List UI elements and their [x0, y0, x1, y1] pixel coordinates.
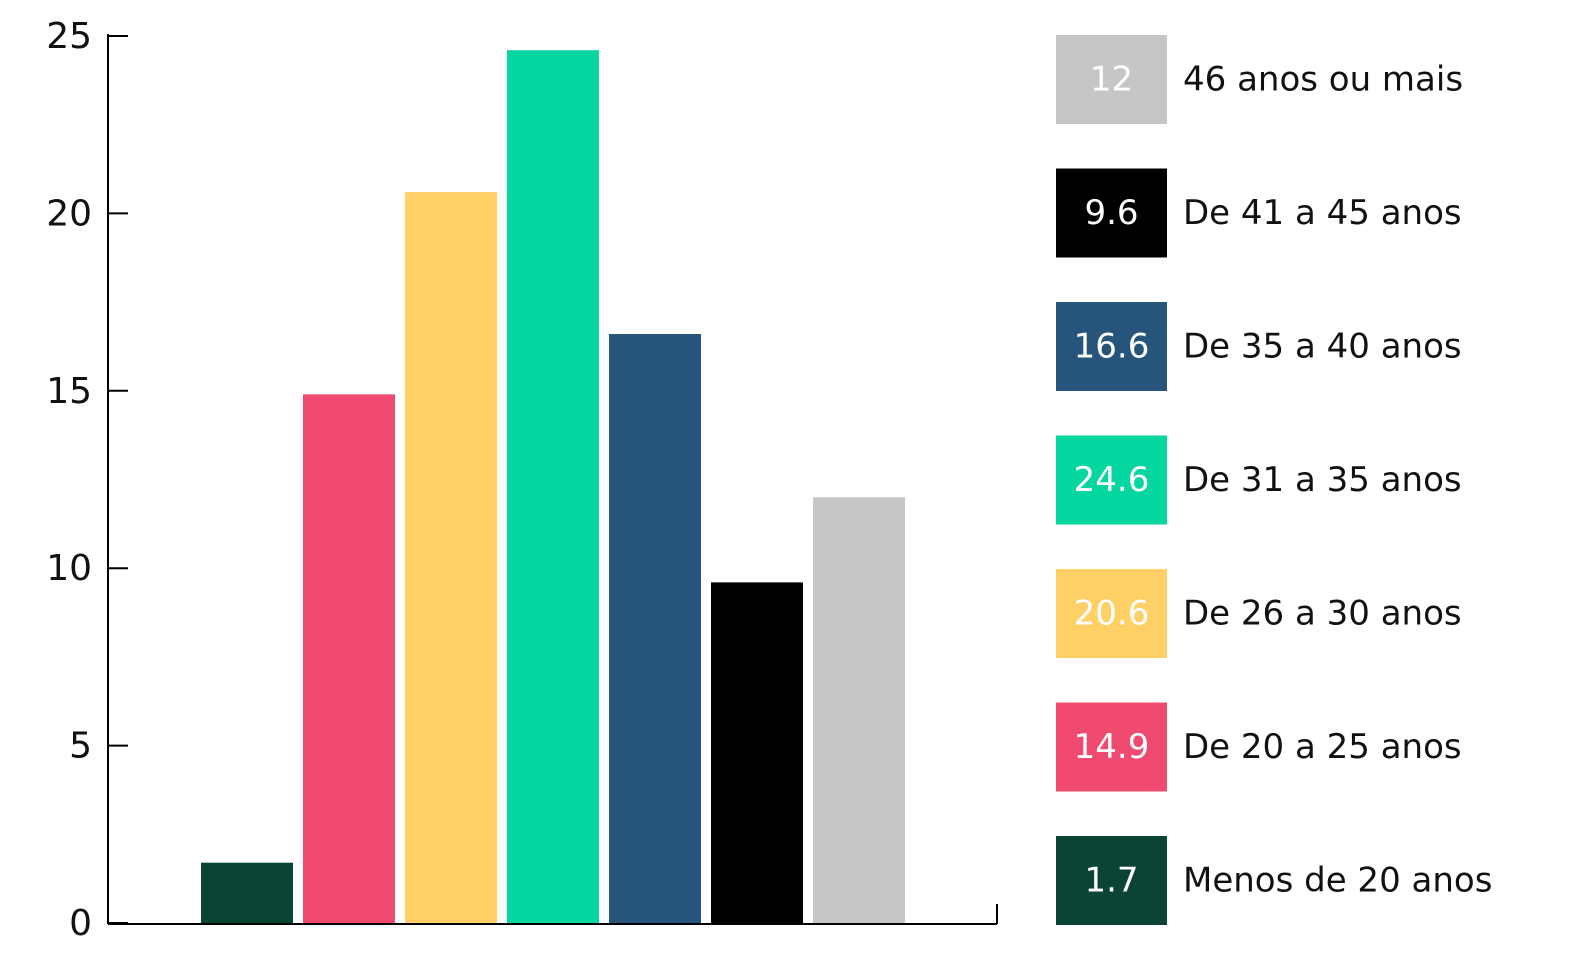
legend-label: 46 anos ou mais	[1183, 60, 1463, 100]
legend-label: De 35 a 40 anos	[1183, 327, 1462, 367]
legend-value: 1.7	[1084, 861, 1138, 901]
legend-swatch	[1056, 569, 1167, 658]
bar	[813, 497, 905, 923]
legend-swatch	[1056, 35, 1167, 124]
legend-label: Menos de 20 anos	[1183, 861, 1492, 901]
legend-value: 16.6	[1074, 327, 1150, 367]
legend-value: 24.6	[1074, 460, 1150, 500]
y-tick-label: 25	[46, 16, 92, 57]
legend-value: 20.6	[1074, 594, 1150, 634]
legend-value: 14.9	[1074, 727, 1150, 767]
bar	[507, 50, 599, 923]
y-tick-label: 5	[69, 726, 92, 767]
bar	[711, 582, 803, 923]
y-tick-label: 0	[69, 903, 92, 944]
bar	[609, 334, 701, 924]
legend-label: De 26 a 30 anos	[1183, 594, 1462, 634]
legend-label: De 20 a 25 anos	[1183, 727, 1462, 767]
legend-swatch	[1056, 302, 1167, 391]
bar	[201, 862, 293, 923]
legend-swatch	[1056, 168, 1167, 258]
bar	[405, 192, 497, 923]
y-tick-label: 10	[46, 548, 92, 589]
bar	[303, 394, 395, 923]
legend-swatch	[1056, 702, 1167, 792]
legend-swatch	[1056, 836, 1167, 925]
y-tick-label: 20	[46, 193, 92, 234]
legend-label: De 41 a 45 anos	[1183, 193, 1462, 233]
legend-value: 9.6	[1084, 193, 1138, 233]
y-tick-label: 15	[46, 371, 92, 412]
legend-swatch	[1056, 435, 1167, 525]
legend-label: De 31 a 35 anos	[1183, 460, 1462, 500]
legend-value: 12	[1090, 60, 1133, 100]
